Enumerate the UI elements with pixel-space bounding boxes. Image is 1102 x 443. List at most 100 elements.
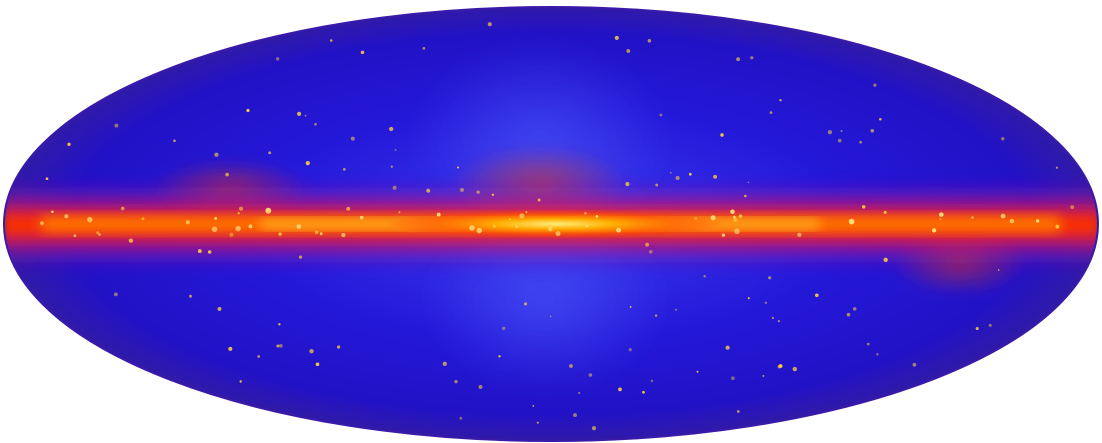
point-source <box>509 218 512 221</box>
point-source <box>659 113 663 117</box>
plane-point-source <box>296 224 302 229</box>
point-source <box>314 230 319 235</box>
point-source <box>279 344 283 348</box>
plane-point-source <box>98 233 101 236</box>
plane-point-source <box>931 228 937 233</box>
point-source <box>578 391 581 395</box>
point-source <box>736 57 741 62</box>
point-source <box>225 172 229 177</box>
point-source <box>876 353 879 356</box>
point-sources <box>39 22 1075 431</box>
point-source <box>866 342 870 346</box>
point-source <box>342 168 346 171</box>
point-source <box>141 217 145 221</box>
plane-point-source <box>797 232 802 237</box>
point-source <box>346 206 351 211</box>
point-source <box>840 129 843 133</box>
point-source <box>392 185 397 190</box>
point-source <box>246 108 250 113</box>
point-source <box>655 183 659 187</box>
point-source <box>649 250 653 254</box>
plane-point-source <box>1000 213 1006 219</box>
plane-point-source <box>235 225 241 232</box>
point-source <box>861 205 866 209</box>
point-source <box>852 307 857 311</box>
point-source <box>975 326 979 331</box>
point-source <box>476 190 480 194</box>
plane-point-source <box>64 214 69 219</box>
plane-point-source <box>555 231 561 237</box>
point-source <box>694 216 698 221</box>
point-source <box>675 175 680 181</box>
point-source <box>113 292 118 297</box>
point-source <box>696 370 699 373</box>
point-source <box>268 151 272 155</box>
point-source <box>779 99 782 102</box>
galactic-center-core <box>385 210 725 238</box>
point-source <box>1055 166 1059 169</box>
plane-point-source <box>848 218 855 225</box>
point-source <box>879 118 882 121</box>
point-source <box>398 211 401 214</box>
point-source <box>394 149 397 151</box>
point-source <box>883 257 888 262</box>
point-source <box>45 177 49 181</box>
point-source <box>422 46 426 50</box>
point-source <box>217 306 222 311</box>
point-source <box>96 231 100 235</box>
point-source <box>237 212 240 215</box>
point-source <box>736 410 740 413</box>
point-source <box>777 320 780 323</box>
point-source <box>276 344 280 348</box>
point-source <box>626 49 631 53</box>
point-source <box>939 217 942 221</box>
point-source <box>296 111 302 117</box>
plane-point-source <box>39 221 45 226</box>
point-source <box>650 379 654 383</box>
point-source <box>1070 205 1075 209</box>
point-source <box>502 326 506 331</box>
plane-point-source <box>585 224 589 228</box>
point-source <box>733 217 738 222</box>
point-source <box>350 136 355 141</box>
point-source <box>883 210 887 214</box>
point-source <box>778 364 783 368</box>
point-source <box>189 294 192 298</box>
point-source <box>618 387 622 392</box>
point-source <box>523 302 528 306</box>
point-source <box>454 379 458 384</box>
point-source <box>173 139 176 143</box>
point-source <box>744 194 747 198</box>
point-source <box>747 181 750 184</box>
point-source <box>478 384 483 389</box>
point-source <box>238 206 244 211</box>
point-source <box>336 345 341 349</box>
point-source <box>750 56 754 60</box>
point-source <box>988 323 992 327</box>
plane-point-source <box>971 216 974 219</box>
sky-rim <box>3 6 1099 442</box>
point-source <box>762 374 765 377</box>
point-source <box>747 297 750 300</box>
point-source <box>815 293 819 298</box>
point-source <box>771 316 775 320</box>
point-source <box>738 214 743 218</box>
point-source <box>675 308 677 311</box>
point-source <box>997 269 1000 271</box>
point-source <box>614 35 619 40</box>
point-source <box>654 314 658 317</box>
point-source <box>768 276 772 280</box>
point-source <box>792 366 797 372</box>
point-source <box>669 171 672 174</box>
plane-point-source <box>87 216 93 223</box>
point-source <box>67 142 71 146</box>
plane-point-source <box>1035 219 1040 223</box>
plane-point-source <box>616 227 622 233</box>
point-source <box>647 39 652 43</box>
point-source <box>309 349 314 354</box>
plane-point-source <box>595 215 599 218</box>
point-source <box>257 355 261 358</box>
point-source <box>360 50 365 55</box>
point-source <box>827 130 832 135</box>
plane-point-source <box>1009 218 1015 224</box>
